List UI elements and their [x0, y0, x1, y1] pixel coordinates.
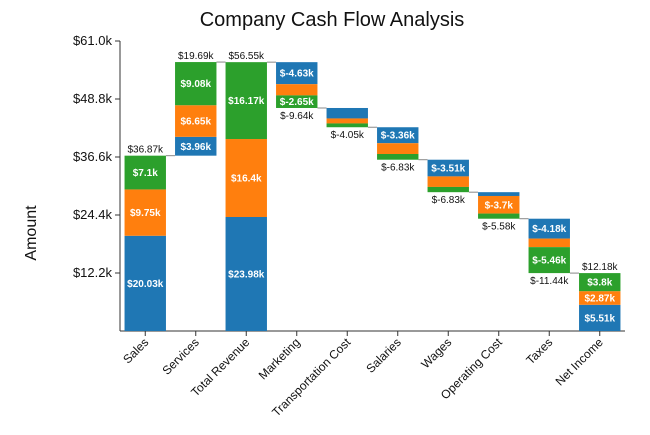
- segment-label: $5.51k: [584, 313, 615, 324]
- bar-segment: [377, 143, 419, 155]
- bar-segment: [528, 247, 570, 274]
- bar-segment: [326, 123, 368, 128]
- bar-segment: [427, 159, 469, 177]
- bar-segment: [276, 95, 318, 108]
- segment-label: $-5.46k: [532, 256, 566, 267]
- labels-group: $20.03k $9.75k $7.1k $36.87k $3.96k $6.65k $9.…: [127, 51, 618, 324]
- x-tick-label: Wages: [418, 335, 454, 371]
- bar-segment: [225, 62, 267, 140]
- bar-segment: [528, 238, 570, 248]
- x-tick-label: Salaries: [363, 335, 404, 376]
- segment-label: $9.08k: [180, 79, 211, 90]
- segment-label: $3.8k: [587, 278, 612, 289]
- bar-segment: [579, 273, 621, 292]
- bar-segment: [528, 218, 570, 239]
- bar-total-label: $19.69k: [178, 51, 215, 62]
- x-tick-label: Net Income: [553, 335, 607, 389]
- bars-group: [124, 61, 621, 331]
- bar-segment: [175, 136, 217, 156]
- segment-label: $3.96k: [180, 142, 211, 153]
- bar-total-label: $-4.05k: [331, 130, 365, 141]
- bar-segment: [326, 118, 368, 124]
- bar-total-label: $-5.58k: [482, 222, 516, 233]
- bar-segment: [579, 304, 621, 331]
- bar-total-label: $36.87k: [127, 145, 164, 156]
- x-tick-label: Taxes: [523, 335, 555, 367]
- segment-label: $16.4k: [231, 174, 262, 185]
- bar-segment: [124, 189, 166, 236]
- segment-label: $16.17k: [228, 96, 265, 107]
- bar-segment: [478, 213, 520, 219]
- segment-label: $6.65k: [180, 117, 211, 128]
- bar-segment: [427, 186, 469, 193]
- bar-segment: [377, 127, 419, 144]
- segment-label: $20.03k: [127, 279, 164, 290]
- bar-segment: [579, 291, 621, 305]
- x-tick-label: Services: [159, 335, 201, 377]
- bar-segment: [276, 84, 318, 96]
- y-tick-label: $36.6k: [73, 149, 113, 164]
- segment-label: $-3.51k: [431, 164, 465, 175]
- bar-segment: [175, 62, 217, 106]
- y-axis-label: Amount: [23, 205, 40, 261]
- bar-total-label: $-11.44k: [530, 276, 569, 287]
- segment-label: $-2.65k: [280, 97, 314, 108]
- bar-segment: [478, 195, 520, 214]
- x-tick-label: Sales: [120, 335, 151, 366]
- y-tick-label: $12.2k: [73, 265, 113, 280]
- bar-total-label: $-9.64k: [280, 111, 314, 122]
- bar-total-label: $12.18k: [582, 262, 619, 273]
- bar-segment: [478, 192, 520, 196]
- bar-segment: [326, 107, 368, 119]
- bar-segment: [225, 139, 267, 217]
- chart-title: Company Cash Flow Analysis: [200, 9, 465, 31]
- bar-segment: [175, 105, 217, 137]
- y-tick-label: $48.8k: [73, 91, 113, 106]
- bar-segment: [377, 154, 419, 160]
- bar-total-label: $-6.83k: [381, 163, 415, 174]
- segment-label: $2.87k: [584, 293, 615, 304]
- bar-segment: [427, 176, 469, 187]
- segment-label: $-4.18k: [532, 224, 566, 235]
- bar-total-label: $-6.83k: [432, 195, 466, 206]
- y-tick-label: $61.0k: [73, 33, 113, 48]
- x-tick-label: Marketing: [256, 335, 303, 382]
- segment-label: $-3.36k: [381, 131, 415, 142]
- bar-total-label: $56.55k: [228, 51, 265, 62]
- segment-label: $7.1k: [133, 168, 158, 179]
- y-tick-label: $24.4k: [73, 207, 113, 222]
- bar-segment: [124, 235, 166, 331]
- bar-segment: [124, 155, 166, 190]
- segment-label: $-4.63k: [280, 69, 314, 80]
- segment-label: $23.98k: [228, 269, 265, 280]
- segment-label: $-3.7k: [485, 200, 514, 211]
- bar-segment: [276, 62, 318, 85]
- segment-label: $9.75k: [130, 208, 161, 219]
- bar-segment: [225, 216, 267, 331]
